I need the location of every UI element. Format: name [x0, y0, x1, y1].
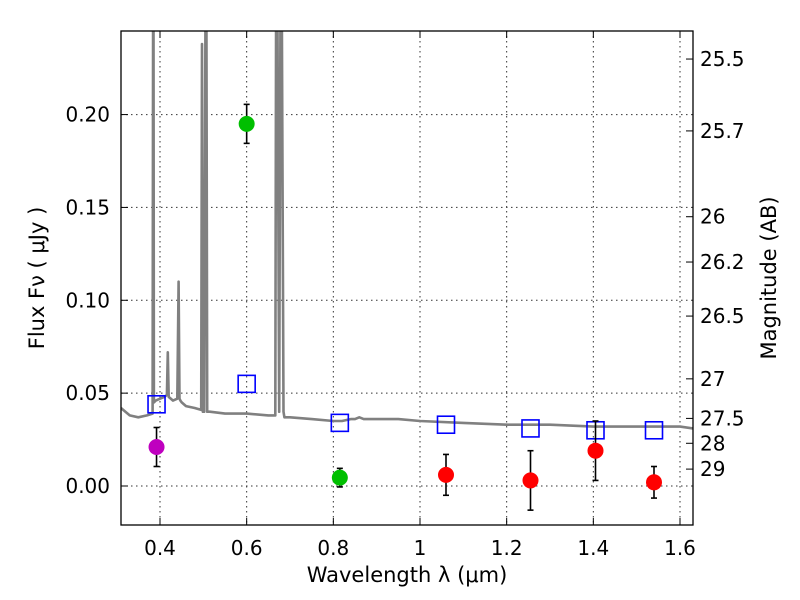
x-tick-label: 1.4 — [577, 536, 609, 560]
x-tick-label: 0.4 — [144, 536, 176, 560]
y-tick-label: 0.00 — [65, 474, 110, 498]
spectrum-line — [121, 31, 693, 430]
model-square-point — [644, 420, 664, 440]
x-tick-label: 0.8 — [317, 536, 349, 560]
x-tick-label: 0.6 — [231, 536, 263, 560]
observed-point — [148, 439, 165, 455]
model-square-point — [330, 413, 350, 433]
right-axis-tick-label: 26.2 — [700, 250, 745, 274]
y-tick-label: 0.20 — [65, 103, 110, 127]
right-axis-tick-label: 27 — [700, 367, 725, 391]
right-axis-tick-label: 26.5 — [700, 304, 745, 328]
observed-point — [587, 442, 604, 459]
model-square-point — [436, 415, 456, 435]
right-axis-title: Magnitude (AB) — [757, 196, 781, 359]
y-axis-title: Flux Fν ( μJy ) — [25, 207, 49, 350]
plot-area — [121, 31, 693, 511]
model-square-point — [237, 374, 256, 394]
model-square-point — [521, 419, 540, 438]
plot-frame — [120, 30, 694, 526]
observed-point — [438, 466, 454, 483]
right-axis-tick-label: 26 — [700, 205, 725, 229]
right-axis-tick-label: 29 — [700, 457, 725, 481]
right-axis-tick-label: 25.7 — [700, 119, 745, 143]
observed-point — [522, 472, 539, 489]
model-square-point — [147, 394, 166, 414]
axes: 0.4 0.6 0.8 1 1.2 1.4 1.6 0.00 0.05 0.10 0.15 0.20 2… — [65, 31, 745, 560]
grid-lines — [121, 31, 693, 525]
y-tick-label: 0.10 — [65, 288, 110, 312]
observed-point — [331, 469, 348, 486]
right-axis-tick-label: 27.5 — [700, 406, 745, 430]
y-tick-label: 0.15 — [65, 195, 110, 219]
observed-point — [238, 115, 255, 132]
x-tick-label: 1.6 — [664, 536, 696, 560]
x-axis-title: Wavelength λ (μm) — [307, 563, 508, 587]
right-axis-tick-label: 25.5 — [700, 47, 745, 71]
observed-point — [646, 474, 662, 491]
x-tick-label: 1 — [414, 536, 427, 560]
right-axis-tick-label: 28 — [700, 431, 725, 455]
y-tick-label: 0.05 — [65, 381, 110, 405]
x-tick-label: 1.2 — [491, 536, 523, 560]
